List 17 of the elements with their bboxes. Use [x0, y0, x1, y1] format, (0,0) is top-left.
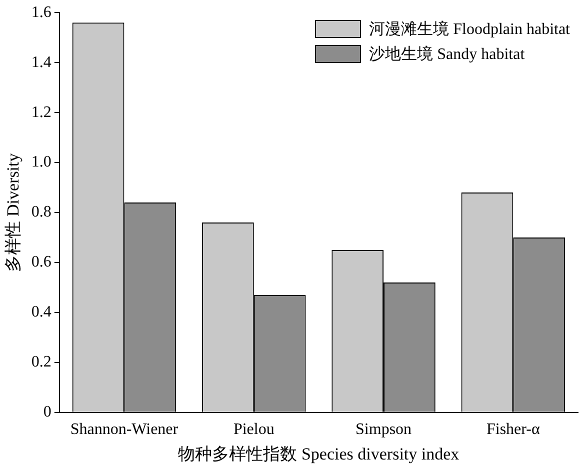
y-tick-label: 1.0	[31, 154, 52, 171]
x-tick-label: Simpson	[356, 421, 412, 438]
y-tick-label: 0.6	[31, 254, 52, 271]
x-tick-label: Pielou	[233, 421, 274, 438]
legend-label: 河漫滩生境 Floodplain habitat	[369, 20, 570, 40]
x-axis-title: 物种多样性指数 Species diversity index	[178, 444, 460, 464]
x-tick-label: Fisher-α	[486, 421, 540, 438]
x-tick-label: Shannon-Wiener	[70, 421, 179, 438]
y-tick-label: 0	[43, 404, 52, 421]
y-tick-label: 0.8	[31, 204, 52, 221]
legend-label: 沙地生境 Sandy habitat	[369, 44, 525, 65]
y-tick-label: 1.6	[31, 4, 52, 21]
y-tick-label: 1.4	[31, 54, 52, 71]
y-tick-label: 0.2	[31, 354, 52, 371]
y-axis-title: 多样性 Diversity	[4, 152, 23, 272]
y-tick-label: 1.2	[31, 104, 52, 121]
y-tick-label: 0.4	[31, 304, 52, 321]
